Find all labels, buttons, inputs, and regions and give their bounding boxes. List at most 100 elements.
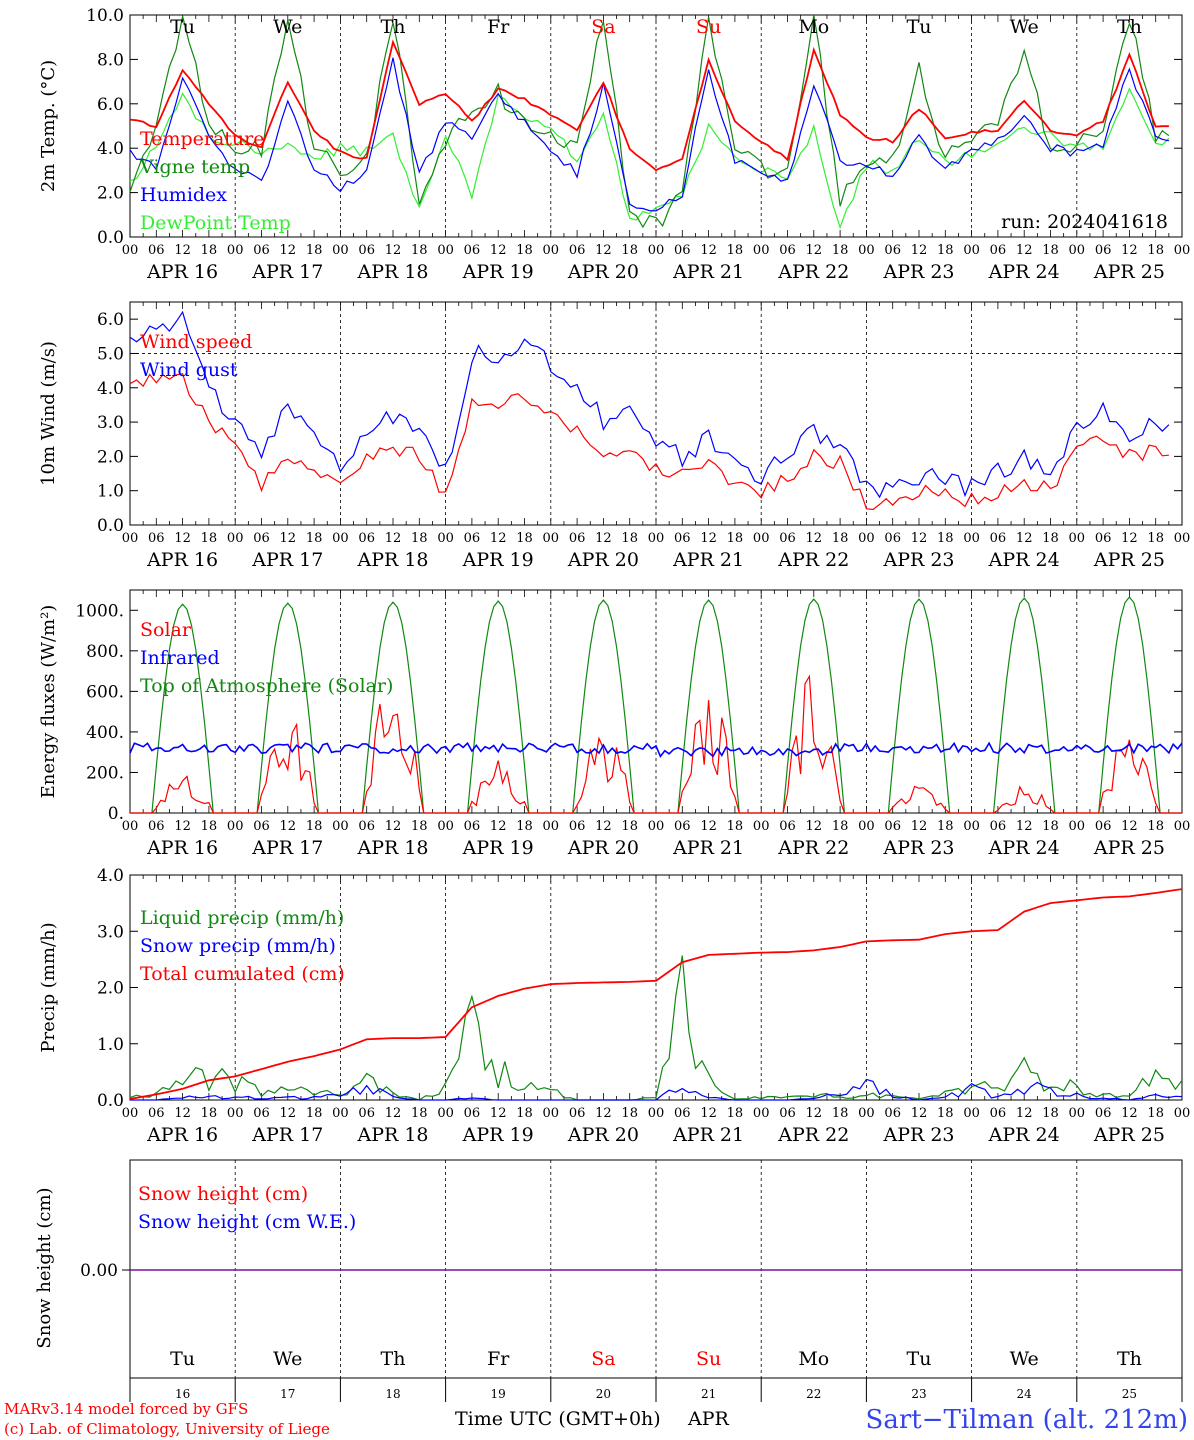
date-label: APR 21 (672, 837, 744, 859)
date-label: APR 21 (672, 549, 744, 571)
hour-tick-label: 00 (648, 1106, 665, 1121)
y-tick-label: 4.0 (97, 866, 124, 886)
hour-tick-label: 18 (411, 819, 428, 834)
hour-tick-label: 06 (990, 531, 1007, 546)
date-label: APR 20 (567, 837, 639, 859)
weekday-label: Th (1117, 1348, 1142, 1370)
hour-tick-label: 00 (122, 1106, 139, 1121)
date-label: APR 19 (462, 261, 534, 283)
date-label: APR 24 (988, 837, 1060, 859)
hour-tick-label: 18 (201, 531, 218, 546)
panel-frame (129, 301, 1183, 526)
hour-tick-label: 18 (1042, 243, 1059, 258)
y-tick-label: 2.0 (97, 184, 124, 204)
date-label: APR 16 (146, 837, 218, 859)
weekday-label: We (1010, 1348, 1039, 1370)
series-cumulated-line (129, 888, 1183, 1100)
hour-tick-label: 12 (911, 1106, 928, 1121)
hour-tick-label: 18 (832, 1106, 849, 1121)
hour-tick-label: 06 (148, 243, 165, 258)
hour-tick-label: 06 (779, 819, 796, 834)
y-tick-label: 0.0 (97, 1091, 124, 1111)
date-label: APR 25 (1093, 837, 1165, 859)
hour-tick-label: 00 (332, 531, 349, 546)
hour-tick-label: 18 (937, 531, 954, 546)
y-tick-label: 0. (108, 804, 124, 824)
date-label: APR 22 (777, 261, 849, 283)
hour-tick-label: 12 (385, 819, 402, 834)
legend-entry: Wind speed (140, 331, 252, 353)
weekday-label: Su (696, 16, 721, 38)
y-axis-label: Energy fluxes (W/m²) (38, 605, 59, 799)
series-temperature-line (129, 39, 1169, 172)
hour-tick-label: 00 (753, 1106, 770, 1121)
hour-tick-label: 00 (963, 1106, 980, 1121)
legend-entry: Vigne temp (139, 156, 250, 178)
date-label: APR 18 (356, 549, 428, 571)
y-tick-label: 4.0 (97, 139, 124, 159)
hour-tick-label: 06 (1095, 243, 1112, 258)
hour-tick-label: 12 (1121, 243, 1138, 258)
y-tick-label: 3.0 (97, 413, 124, 433)
series-solar-line (130, 674, 1182, 814)
date-label: APR 23 (882, 1124, 954, 1146)
date-label: APR 24 (988, 549, 1060, 571)
hour-tick-label: 00 (122, 531, 139, 546)
hour-tick-label: 18 (621, 1106, 638, 1121)
hour-tick-label: 00 (1174, 819, 1191, 834)
hour-tick-label: 12 (700, 531, 717, 546)
date-label: APR 23 (882, 261, 954, 283)
credit-line-2: (c) Lab. of Climatology, University of L… (4, 1420, 330, 1438)
hour-tick-label: 12 (806, 819, 823, 834)
day-number-label: 22 (806, 1387, 821, 1401)
hour-tick-label: 18 (1042, 819, 1059, 834)
series-infrared-line (129, 741, 1183, 758)
hour-tick-label: 00 (753, 531, 770, 546)
series-wind-speed-line (129, 373, 1169, 511)
hour-tick-label: 06 (674, 243, 691, 258)
date-label: APR 23 (882, 837, 954, 859)
hour-tick-label: 06 (779, 243, 796, 258)
hour-tick-label: 18 (727, 243, 744, 258)
panel-2: 00 06 12 18 APR 16 00 06 12 18 APR 17 00 06 12 18 APR … (38, 301, 1190, 571)
date-label: APR 25 (1093, 549, 1165, 571)
hour-tick-label: 06 (358, 531, 375, 546)
hour-tick-label: 06 (358, 243, 375, 258)
hour-tick-label: 06 (1095, 1106, 1112, 1121)
y-tick-label: 600. (86, 682, 124, 702)
hour-tick-label: 06 (884, 243, 901, 258)
hour-tick-label: 12 (700, 1106, 717, 1121)
hour-tick-label: 18 (516, 1106, 533, 1121)
hour-tick-label: 00 (227, 243, 244, 258)
hour-tick-label: 06 (464, 1106, 481, 1121)
hour-tick-label: 18 (306, 531, 323, 546)
day-number-label: 19 (491, 1387, 506, 1401)
hour-tick-label: 06 (569, 1106, 586, 1121)
panel-5: 0.00 Snow height (cm) Snow height (cm) Snow… (34, 1159, 1183, 1402)
legend-entry: Humidex (140, 184, 227, 206)
hour-tick-label: 00 (227, 819, 244, 834)
y-tick-label: 400. (86, 723, 124, 743)
y-axis-label: 2m Temp. (°C) (38, 60, 59, 192)
weekday-label: Tu (170, 1348, 195, 1370)
legend-entry: Top of Atmosphere (Solar) (140, 675, 393, 697)
hour-tick-label: 12 (806, 243, 823, 258)
hour-tick-label: 00 (753, 243, 770, 258)
hour-tick-label: 00 (858, 531, 875, 546)
hour-tick-label: 00 (753, 819, 770, 834)
date-label: APR 20 (567, 1124, 639, 1146)
hour-tick-label: 12 (490, 243, 507, 258)
hour-tick-label: 00 (543, 531, 560, 546)
legend-entry: Snow height (cm W.E.) (138, 1211, 356, 1233)
series-vigne-line (129, 14, 1170, 229)
date-label: APR 23 (882, 549, 954, 571)
hour-tick-label: 12 (911, 819, 928, 834)
weekday-label: We (1010, 16, 1039, 38)
hour-tick-label: 18 (201, 1106, 218, 1121)
hour-tick-label: 18 (201, 243, 218, 258)
hour-tick-label: 18 (306, 1106, 323, 1121)
hour-tick-label: 06 (358, 1106, 375, 1121)
date-label: APR 17 (251, 1124, 323, 1146)
credit-line-1: MARv3.14 model forced by GFS (4, 1400, 248, 1418)
hour-tick-label: 00 (648, 531, 665, 546)
